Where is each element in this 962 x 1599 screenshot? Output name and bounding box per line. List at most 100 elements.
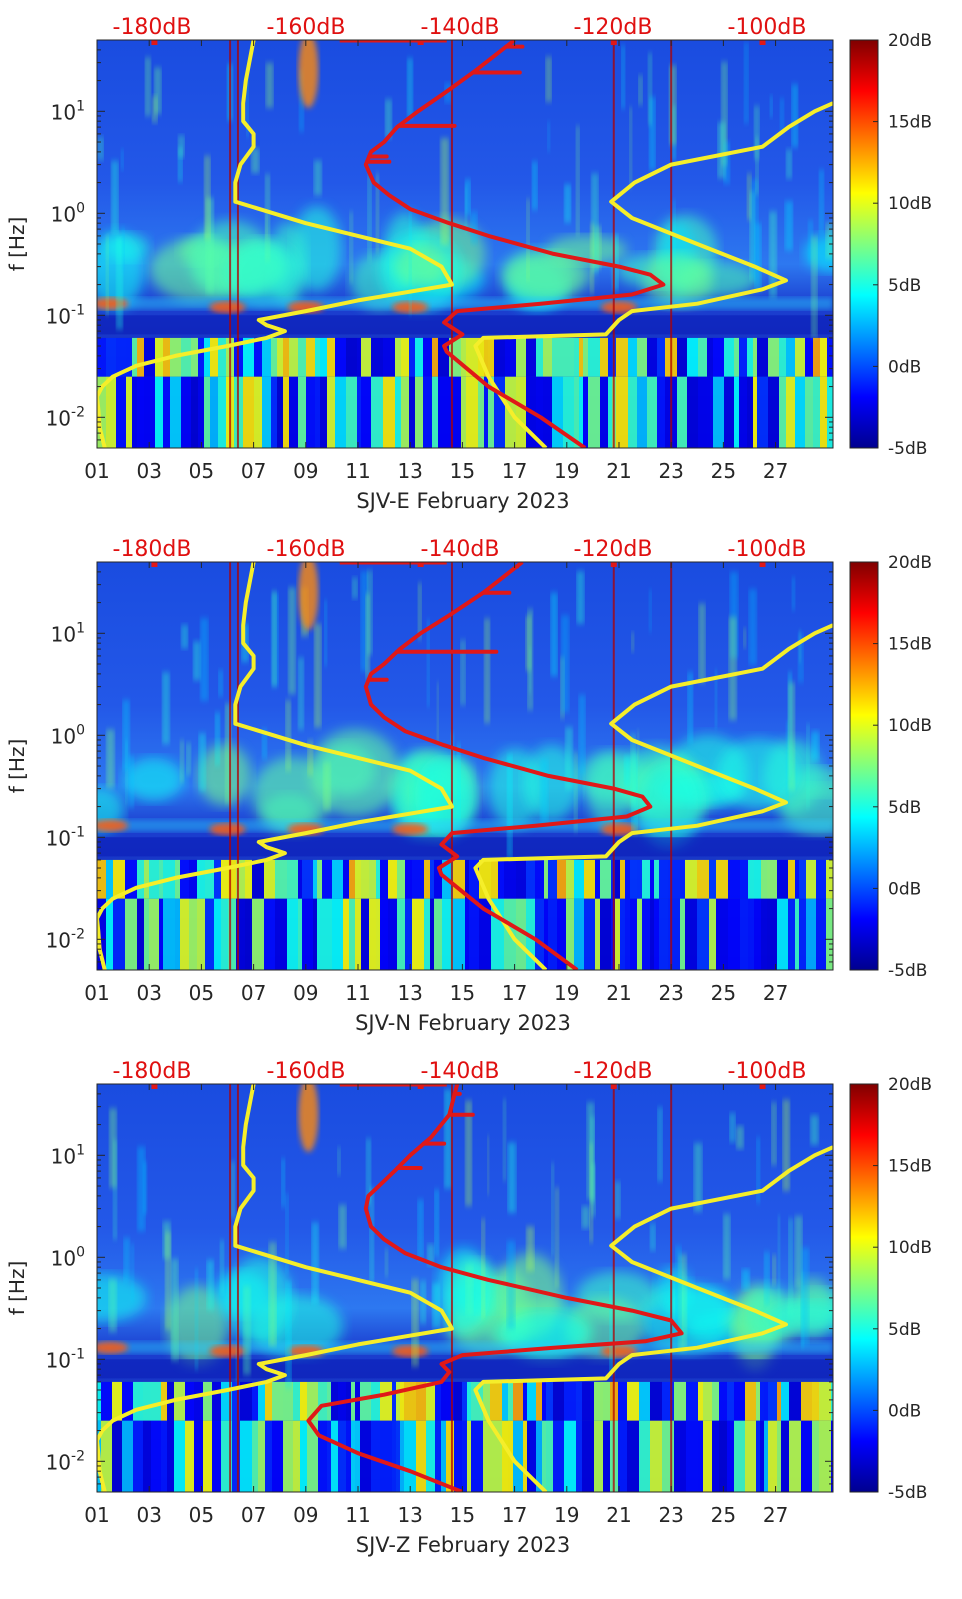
hf-streak	[199, 733, 206, 792]
hf-streak	[810, 1115, 819, 1145]
lf-stripe	[232, 1420, 240, 1492]
lf-stripe	[806, 859, 816, 899]
lf-stripe	[252, 1420, 258, 1492]
lf-stripe	[143, 1420, 151, 1492]
lf-stripe	[627, 1420, 639, 1492]
lf-stripe	[712, 1381, 719, 1421]
lf-stripe	[265, 1381, 272, 1421]
lf-stripe	[491, 859, 498, 899]
lf-stripe	[380, 859, 388, 899]
lf-stripe	[144, 859, 149, 899]
lf-stripe	[355, 1420, 360, 1492]
low-noise-model-curve	[97, 1084, 454, 1492]
lf-stripe	[181, 376, 191, 448]
lf-stripe	[734, 1420, 745, 1492]
hf-streak	[266, 62, 273, 108]
hf-streak	[109, 1108, 117, 1188]
lf-stripe	[395, 337, 401, 377]
hf-streak	[650, 1223, 656, 1251]
lf-stripe	[371, 376, 383, 448]
x-axis-label: SJV-N February 2023	[355, 1011, 571, 1035]
lf-stripe	[502, 1381, 508, 1421]
y-tick-label: 101	[51, 1142, 85, 1168]
lf-stripe	[412, 859, 424, 899]
y-tick-label: 100	[51, 1244, 85, 1270]
hf-streak	[417, 1199, 424, 1260]
lf-stripe	[548, 859, 557, 899]
hf-streak	[204, 155, 211, 240]
x-tick-label: 25	[711, 1503, 736, 1527]
lf-stripe	[600, 337, 608, 377]
lf-stripe	[332, 859, 343, 899]
hf-streak	[579, 694, 586, 775]
lf-stripe	[508, 1381, 513, 1421]
lf-stripe	[768, 1381, 777, 1421]
lf-stripe	[467, 1381, 471, 1421]
lf-stripe	[112, 1381, 122, 1421]
x-tick-label: 13	[397, 1503, 422, 1527]
hf-streak	[152, 95, 158, 123]
hf-streak	[125, 740, 128, 806]
hf-streak	[741, 1269, 750, 1290]
lf-stripe	[396, 1420, 400, 1492]
hf-streak	[808, 220, 813, 262]
hf-streak	[777, 1215, 780, 1309]
lf-stripe	[647, 376, 657, 448]
lf-stripe	[397, 898, 405, 970]
hf-streak	[98, 136, 104, 161]
lf-stripe	[462, 1420, 467, 1492]
microseism-blob	[642, 253, 714, 307]
hf-streak	[165, 1231, 171, 1330]
lf-stripe	[654, 898, 659, 970]
lf-stripe	[332, 898, 343, 970]
storm-burst	[298, 562, 319, 630]
lf-stripe	[595, 859, 600, 899]
lf-stripe	[191, 376, 198, 448]
x-tick-label: 03	[136, 459, 161, 483]
lf-stripe	[462, 1381, 467, 1421]
lf-stripe	[795, 337, 805, 377]
hf-streak	[551, 592, 558, 677]
lf-stripe	[788, 859, 795, 899]
lf-stripe	[768, 337, 779, 377]
lf-stripe	[338, 1420, 346, 1492]
x-tick-label: 19	[554, 1503, 579, 1527]
lf-stripe	[133, 1381, 143, 1421]
y-tick-label: 100	[51, 200, 85, 226]
lf-stripe	[471, 1420, 483, 1492]
lf-stripe	[764, 1420, 768, 1492]
lf-stripe	[600, 376, 608, 448]
lf-stripe	[424, 859, 430, 899]
x-tick-label: 19	[554, 459, 579, 483]
y-tick-label: 101	[51, 620, 85, 646]
lf-stripe	[498, 898, 504, 970]
hf-streak	[791, 577, 795, 611]
lf-stripe	[307, 1381, 318, 1421]
x-tick-label: 21	[606, 981, 631, 1005]
lf-stripe	[298, 898, 302, 970]
hf-streak	[678, 1254, 687, 1351]
lf-stripe	[719, 1420, 727, 1492]
lf-stripe	[122, 1381, 133, 1421]
lf-stripe	[465, 898, 469, 970]
lf-stripe	[205, 898, 214, 970]
lf-stripe	[151, 1420, 161, 1492]
lf-stripe	[677, 337, 687, 377]
hf-streak	[791, 84, 798, 148]
lf-stripe	[307, 1420, 318, 1492]
colorbar	[849, 39, 879, 449]
lf-stripe	[194, 1381, 203, 1421]
lf-stripe	[685, 898, 697, 970]
lf-stripe	[426, 1381, 435, 1421]
lf-stripe	[240, 1381, 252, 1421]
lf-stripe	[552, 337, 563, 377]
hf-streak	[717, 122, 726, 179]
lf-stripe	[747, 376, 753, 448]
lf-stripe	[502, 1420, 508, 1492]
lf-stripe	[563, 376, 574, 448]
hf-streak	[723, 141, 730, 184]
hf-streak	[444, 1089, 452, 1189]
hf-streak	[206, 1260, 214, 1311]
lf-stripe	[198, 337, 204, 377]
lf-stripe	[461, 376, 466, 448]
